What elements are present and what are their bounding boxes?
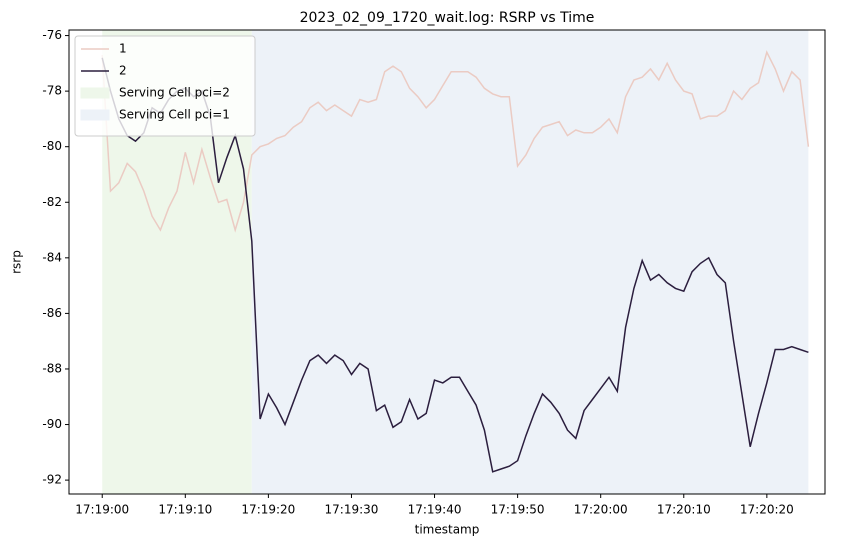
y-axis-label: rsrp xyxy=(10,250,24,274)
shaded-span xyxy=(251,30,809,494)
chart-title: 2023_02_09_1720_wait.log: RSRP vs Time xyxy=(300,10,595,26)
y-tick-label: -90 xyxy=(42,417,62,431)
legend-swatch xyxy=(80,87,110,99)
legend-label: Serving Cell pci=2 xyxy=(119,86,230,100)
x-tick-label: 17:19:50 xyxy=(491,503,545,517)
y-tick-label: -84 xyxy=(42,250,62,264)
y-tick-label: -80 xyxy=(42,139,62,153)
x-tick-label: 17:20:00 xyxy=(574,503,628,517)
y-tick-label: -88 xyxy=(42,361,62,375)
series-line xyxy=(101,50,810,233)
x-tick-label: 17:19:00 xyxy=(75,503,129,517)
y-tick-label: -86 xyxy=(42,306,62,320)
legend: 1 2 Serving Cell pci=2 Serving Cell pci=1 xyxy=(74,35,256,137)
legend-swatch xyxy=(80,109,110,121)
plot-frame xyxy=(68,29,826,495)
series-line xyxy=(101,57,809,473)
legend-label: 1 xyxy=(119,42,127,56)
legend-label: Serving Cell pci=1 xyxy=(119,108,230,122)
y-tick-label: -78 xyxy=(42,84,62,98)
y-tick-label: -82 xyxy=(42,195,62,209)
x-tick-label: 17:19:10 xyxy=(158,503,212,517)
legend-label: 2 xyxy=(119,64,127,78)
y-tick-label: -92 xyxy=(42,473,62,487)
x-tick-label: 17:19:30 xyxy=(325,503,379,517)
x-tick-label: 17:19:20 xyxy=(241,503,295,517)
x-tick-label: 17:19:40 xyxy=(408,503,462,517)
x-tick-label: 17:20:20 xyxy=(740,503,794,517)
x-axis-label: timestamp xyxy=(415,523,480,537)
y-tick-label: -76 xyxy=(42,28,62,42)
x-tick-label: 17:20:10 xyxy=(657,503,711,517)
legend-box xyxy=(74,35,256,137)
